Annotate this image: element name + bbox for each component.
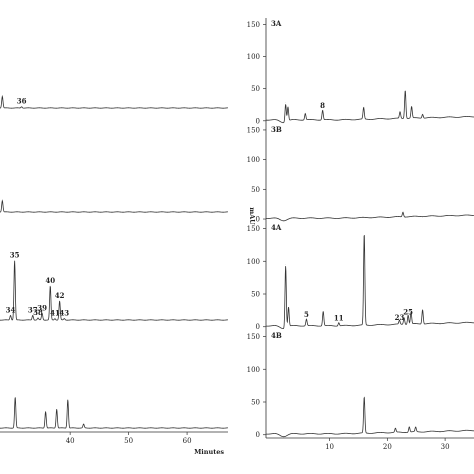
peak-label: 8 [320,101,325,110]
peak-label: 5 [304,310,309,319]
panel-title: 3A [271,19,282,28]
chromatogram-trace [0,199,229,213]
peak-label: 38 [33,308,43,317]
y-axis-title: mAU [248,207,256,225]
peak-label: 23 [395,313,405,322]
peak-label: 42 [55,291,65,300]
y-tick-label: 100 [247,156,260,164]
x-tick-label: 60 [183,437,192,445]
panel-title: 4A [271,223,282,232]
y-tick-label: 0 [256,216,260,224]
peak-label: 25 [403,308,413,317]
y-tick-label: 150 [247,21,260,29]
chromatogram-trace [0,397,229,429]
y-tick-label: 100 [247,258,260,266]
x-tick-label: 50 [124,437,133,445]
y-tick-label: 0 [256,117,260,125]
chromatogram-trace [0,94,229,109]
peak-label: 11 [334,313,344,322]
x-tick-label: 10 [325,443,334,451]
y-tick-label: 0 [256,431,260,439]
panel-title: 4B [271,331,282,340]
chromatogram-trace [0,260,229,321]
peak-label: 37 [28,305,38,314]
chromatogram-trace [265,396,474,438]
chromatogram-trace [265,90,474,124]
x-tick-label: 30 [441,443,450,451]
x-axis-title: Minutes [194,448,224,456]
y-tick-label: 150 [247,225,260,233]
x-tick-label: 40 [66,437,75,445]
x-tick-label: 20 [383,443,392,451]
y-tick-label: 150 [247,333,260,341]
peak-label: 40 [45,276,55,285]
panel-title: 3B [271,125,282,134]
y-tick-label: 100 [247,53,260,61]
peak-label: 39 [37,303,47,312]
peak-label: 34 [6,305,16,314]
y-tick-label: 100 [247,366,260,374]
y-tick-label: 50 [251,186,260,194]
y-tick-label: 50 [251,399,260,407]
chromatogram-trace [265,211,474,222]
peak-label: 36 [17,97,27,106]
peak-label: 43 [59,309,69,318]
chromatogram-trace [265,235,474,330]
y-tick-label: 50 [251,85,260,93]
y-tick-label: 50 [251,291,260,299]
peak-label: 35 [10,251,20,260]
peak-label: 41 [50,309,60,318]
y-tick-label: 150 [247,126,260,134]
y-tick-label: 0 [256,323,260,331]
